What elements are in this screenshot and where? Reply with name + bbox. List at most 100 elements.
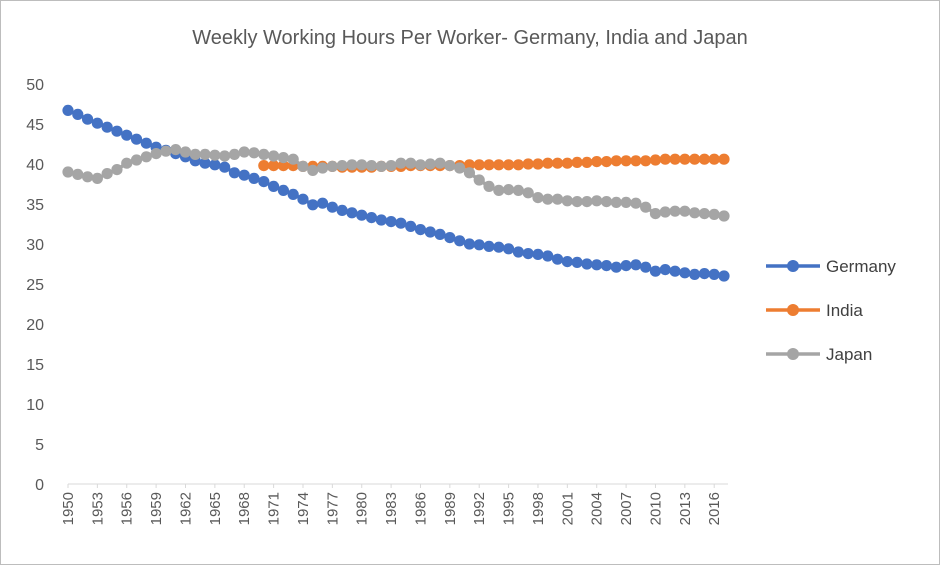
data-point-germany	[512, 246, 524, 258]
x-tick-label: 1989	[442, 492, 459, 525]
data-point-germany	[62, 104, 74, 116]
data-point-japan	[91, 172, 103, 184]
data-point-japan	[591, 195, 603, 207]
data-point-germany	[542, 250, 554, 262]
x-tick-label: 2013	[677, 492, 694, 525]
data-point-india	[620, 155, 632, 167]
data-point-germany	[91, 117, 103, 129]
y-tick-label: 5	[35, 437, 44, 454]
data-point-germany	[630, 259, 642, 271]
data-point-india	[268, 160, 280, 172]
data-point-germany	[121, 129, 133, 141]
y-tick-label: 30	[26, 237, 44, 254]
x-tick-label: 2016	[706, 492, 723, 525]
x-tick-label: 1953	[89, 492, 106, 525]
data-point-japan	[365, 160, 378, 172]
y-tick-label: 40	[26, 157, 44, 174]
data-point-india	[493, 159, 505, 171]
data-point-germany	[444, 232, 456, 244]
data-point-japan	[454, 162, 466, 174]
legend-item-germany: Germany	[766, 257, 896, 276]
data-point-germany	[101, 121, 113, 133]
data-point-japan	[434, 157, 446, 169]
data-point-japan	[630, 197, 642, 209]
data-point-india	[473, 159, 485, 171]
data-point-india	[512, 159, 524, 171]
data-point-japan	[62, 166, 74, 178]
data-point-india	[532, 158, 544, 170]
data-point-germany	[395, 217, 407, 229]
data-point-japan	[473, 174, 485, 186]
series-line-germany	[67, 108, 725, 278]
x-tick-label: 1977	[324, 492, 341, 525]
data-point-germany	[698, 268, 711, 280]
data-point-japan	[689, 207, 701, 219]
data-point-germany	[689, 268, 701, 280]
data-point-japan	[228, 148, 241, 160]
data-point-japan	[444, 160, 456, 172]
data-point-japan	[346, 159, 358, 171]
data-point-japan	[610, 196, 622, 208]
data-point-india	[610, 155, 622, 167]
data-point-japan	[170, 144, 182, 156]
data-point-japan	[336, 160, 348, 172]
legend: Germany India Japan	[766, 257, 896, 364]
data-point-japan	[130, 154, 143, 166]
data-point-india	[679, 153, 691, 165]
data-point-india	[571, 156, 583, 168]
data-point-japan	[72, 168, 84, 180]
data-point-germany	[228, 167, 241, 179]
x-tick-label: 1968	[236, 492, 253, 525]
data-point-japan	[581, 196, 593, 208]
x-axis: 1950 1953 1956 1959 1962 1965 1968 1971 1974 1977…	[60, 483, 728, 525]
x-tick-label: 1956	[119, 492, 136, 525]
data-point-india	[698, 153, 711, 165]
legend-swatch-marker	[787, 348, 799, 360]
data-point-germany	[522, 248, 534, 260]
data-point-germany	[679, 267, 691, 279]
data-point-germany	[424, 226, 436, 238]
data-point-japan	[561, 195, 573, 207]
data-point-japan	[405, 157, 417, 169]
data-point-germany	[414, 224, 427, 236]
data-point-japan	[414, 159, 427, 171]
x-tick-label: 1971	[266, 492, 283, 525]
legend-label-japan: Japan	[826, 345, 872, 364]
data-point-india	[258, 160, 270, 172]
data-point-japan	[248, 147, 260, 159]
data-point-japan	[395, 157, 407, 169]
data-point-germany	[483, 240, 495, 252]
data-point-india	[542, 157, 554, 169]
x-tick-label: 1974	[295, 492, 312, 525]
data-point-india	[463, 159, 476, 171]
data-point-japan	[620, 196, 632, 208]
series-japan	[62, 144, 730, 222]
data-point-japan	[571, 196, 583, 208]
data-point-india	[649, 154, 662, 166]
data-point-japan	[493, 184, 505, 196]
data-point-germany	[463, 238, 476, 250]
x-tick-label: 1986	[412, 492, 429, 525]
data-point-germany	[640, 261, 652, 273]
data-point-germany	[111, 125, 123, 137]
data-point-japan	[316, 162, 329, 174]
data-point-japan	[718, 210, 730, 222]
data-point-japan	[424, 158, 436, 170]
y-tick-label: 0	[35, 477, 44, 494]
data-point-germany	[571, 256, 583, 268]
x-tick-label: 1965	[207, 492, 224, 525]
data-point-japan	[121, 157, 133, 169]
data-point-japan	[502, 184, 515, 196]
x-tick-label: 2010	[647, 492, 664, 525]
data-point-japan	[669, 205, 681, 217]
data-point-japan	[268, 150, 280, 162]
data-point-germany	[434, 228, 446, 240]
data-point-japan	[160, 145, 172, 157]
data-point-japan	[698, 208, 711, 220]
data-point-japan	[512, 184, 524, 196]
x-tick-label: 2001	[559, 492, 576, 525]
data-point-japan	[522, 187, 534, 199]
data-point-germany	[659, 264, 671, 276]
data-point-japan	[219, 150, 231, 162]
